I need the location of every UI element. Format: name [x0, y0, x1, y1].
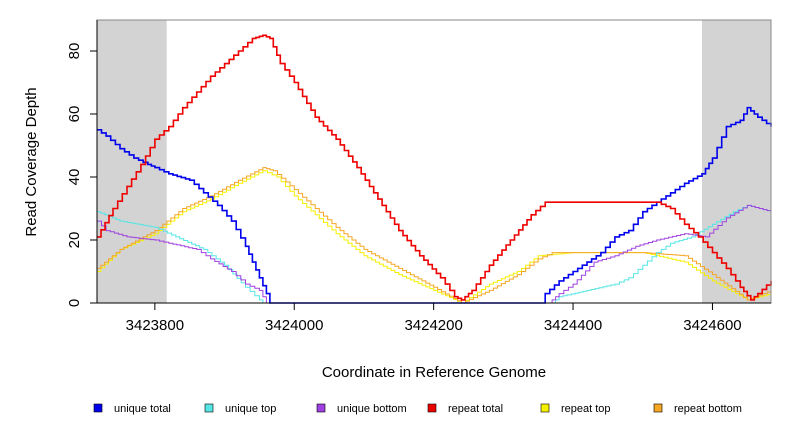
legend-label: unique total	[114, 403, 171, 415]
legend-swatch	[540, 403, 550, 413]
x-tick-label: 3424600	[683, 317, 741, 334]
legend: unique total unique top unique bottom repea…	[93, 403, 742, 415]
legend-item-unique-total: unique total	[93, 403, 171, 415]
series-layer	[97, 34, 772, 304]
y-tick-label: 80	[66, 43, 83, 60]
legend-swatch	[316, 403, 326, 413]
legend-label: unique bottom	[337, 403, 407, 415]
x-axis: 3423800 3424000 3424200 3424400 3424600	[97, 302, 771, 334]
legend-item-repeat-top: repeat top	[540, 403, 611, 415]
series-line-unique-total	[97, 106, 772, 304]
x-tick-label: 3424400	[544, 317, 602, 334]
shaded-region-1	[97, 20, 167, 303]
legend-item-unique-bottom: unique bottom	[316, 403, 407, 415]
y-tick-label: 0	[66, 299, 83, 307]
series-line-repeat-total	[97, 34, 772, 301]
legend-swatch	[93, 403, 103, 413]
legend-item-repeat-total: repeat total	[427, 403, 503, 415]
x-axis-title: Coordinate in Reference Genome	[322, 364, 546, 381]
legend-label: repeat total	[448, 403, 503, 415]
x-tick-label: 3423800	[126, 317, 184, 334]
y-tick-label: 40	[66, 169, 83, 186]
legend-swatch	[427, 403, 437, 413]
y-axis-title: Read Coverage Depth	[23, 87, 40, 236]
legend-item-unique-top: unique top	[204, 403, 276, 415]
x-tick-label: 3424200	[404, 317, 462, 334]
plot-frame	[96, 19, 772, 304]
legend-item-repeat-bottom: repeat bottom	[653, 403, 742, 415]
series-line-repeat-bottom	[97, 167, 772, 304]
legend-label: unique top	[225, 403, 276, 415]
shaded-regions	[97, 20, 771, 303]
legend-swatch	[653, 403, 663, 413]
y-tick-label: 20	[66, 232, 83, 249]
legend-label: repeat top	[561, 403, 611, 415]
y-tick-label: 60	[66, 106, 83, 123]
series-line-repeat-top	[97, 170, 772, 304]
legend-label: repeat bottom	[674, 403, 742, 415]
shaded-region-2	[701, 20, 771, 303]
y-axis: 0 20 40 60 80	[66, 20, 98, 307]
legend-swatch	[204, 403, 214, 413]
x-tick-label: 3424000	[265, 317, 323, 334]
